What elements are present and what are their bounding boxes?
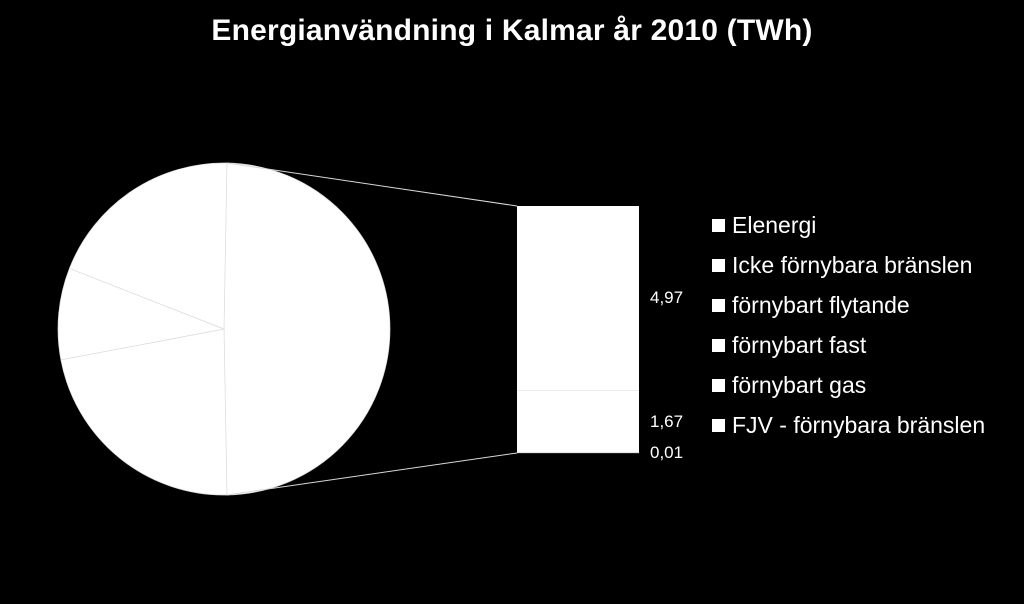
bar-segment bbox=[517, 452, 639, 454]
legend-item: Icke förnybara bränslen bbox=[712, 245, 985, 285]
legend-swatch bbox=[712, 418, 725, 432]
legend-swatch bbox=[712, 338, 725, 352]
legend-swatch bbox=[712, 258, 725, 272]
legend-item: förnybart fast bbox=[712, 325, 985, 365]
legend: Elenergi Icke förnybara bränslen förnybart… bbox=[712, 205, 985, 445]
connector-line bbox=[226, 162, 518, 207]
legend-label: Icke förnybara bränslen bbox=[732, 251, 973, 278]
data-label: 1,67 bbox=[650, 411, 684, 431]
legend-label: förnybart gas bbox=[732, 371, 867, 398]
legend-label: förnybart fast bbox=[732, 331, 867, 358]
bar-segment bbox=[517, 390, 639, 453]
legend-label: FJV - förnybara bränslen bbox=[732, 411, 986, 438]
legend-item: FJV - förnybara bränslen bbox=[712, 405, 985, 445]
chart-title: Energianvändning i Kalmar år 2010 (TWh) bbox=[211, 14, 813, 47]
legend-label: Elenergi bbox=[732, 211, 817, 238]
legend-swatch bbox=[712, 298, 725, 312]
data-label: 0,01 bbox=[650, 442, 684, 462]
legend-swatch bbox=[712, 378, 725, 392]
bar-segment bbox=[517, 206, 639, 391]
pie-slice bbox=[223, 162, 391, 496]
pie-slice bbox=[57, 267, 226, 361]
legend-item: förnybart flytande bbox=[712, 285, 985, 325]
legend-label: förnybart flytande bbox=[732, 291, 910, 318]
legend-item: Elenergi bbox=[712, 205, 985, 245]
connector-line bbox=[226, 452, 518, 496]
pie-slice bbox=[60, 328, 228, 496]
legend-swatch bbox=[712, 218, 725, 232]
data-label: 4,97 bbox=[650, 288, 684, 308]
pie-slice bbox=[69, 162, 228, 330]
legend-item: förnybart gas bbox=[712, 365, 985, 405]
